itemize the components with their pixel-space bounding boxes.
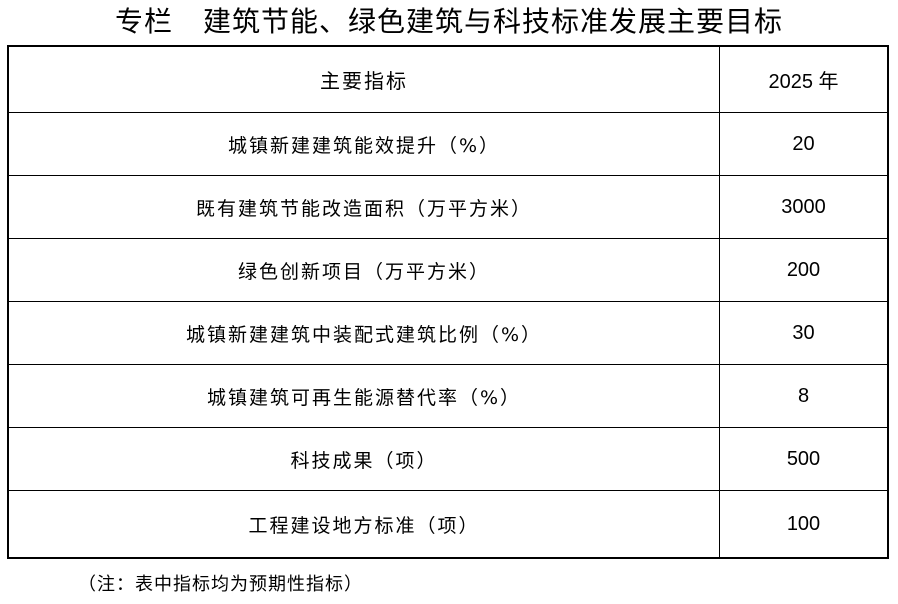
table-row: 绿色创新项目（万平方米） 200 bbox=[7, 238, 889, 302]
table-row: 城镇新建建筑能效提升（%） 20 bbox=[7, 112, 889, 176]
table-note: （注：表中指标均为预期性指标） bbox=[78, 574, 363, 595]
value-cell: 200 bbox=[719, 238, 889, 302]
indicator-cell: 既有建筑节能改造面积（万平方米） bbox=[7, 175, 720, 239]
indicator-cell: 城镇建筑可再生能源替代率（%） bbox=[7, 364, 720, 428]
value-cell: 500 bbox=[719, 427, 889, 491]
table-row: 既有建筑节能改造面积（万平方米） 3000 bbox=[7, 175, 889, 239]
targets-table: 主要指标 2025 年 城镇新建建筑能效提升（%） 20 既有建筑节能改造面积（… bbox=[7, 45, 889, 559]
value-cell: 30 bbox=[719, 301, 889, 365]
table-row: 工程建设地方标准（项） 100 bbox=[7, 490, 889, 559]
indicator-cell: 科技成果（项） bbox=[7, 427, 720, 491]
indicator-cell: 城镇新建建筑能效提升（%） bbox=[7, 112, 720, 176]
table-row: 城镇新建建筑中装配式建筑比例（%） 30 bbox=[7, 301, 889, 365]
header-indicator: 主要指标 bbox=[7, 45, 720, 113]
header-year: 2025 年 bbox=[719, 45, 889, 113]
indicator-cell: 绿色创新项目（万平方米） bbox=[7, 238, 720, 302]
title-text: 建筑节能、绿色建筑与科技标准发展主要目标 bbox=[203, 5, 784, 38]
value-cell: 20 bbox=[719, 112, 889, 176]
table-row: 科技成果（项） 500 bbox=[7, 427, 889, 491]
indicator-cell: 城镇新建建筑中装配式建筑比例（%） bbox=[7, 301, 720, 365]
title-prefix: 专栏 bbox=[114, 5, 173, 38]
table-row: 城镇建筑可再生能源替代率（%） 8 bbox=[7, 364, 889, 428]
value-cell: 8 bbox=[719, 364, 889, 428]
value-cell: 3000 bbox=[719, 175, 889, 239]
table-header-row: 主要指标 2025 年 bbox=[7, 45, 889, 113]
value-cell: 100 bbox=[719, 490, 889, 559]
indicator-cell: 工程建设地方标准（项） bbox=[7, 490, 720, 559]
page-title: 专栏 建筑节能、绿色建筑与科技标准发展主要目标 bbox=[0, 2, 898, 42]
